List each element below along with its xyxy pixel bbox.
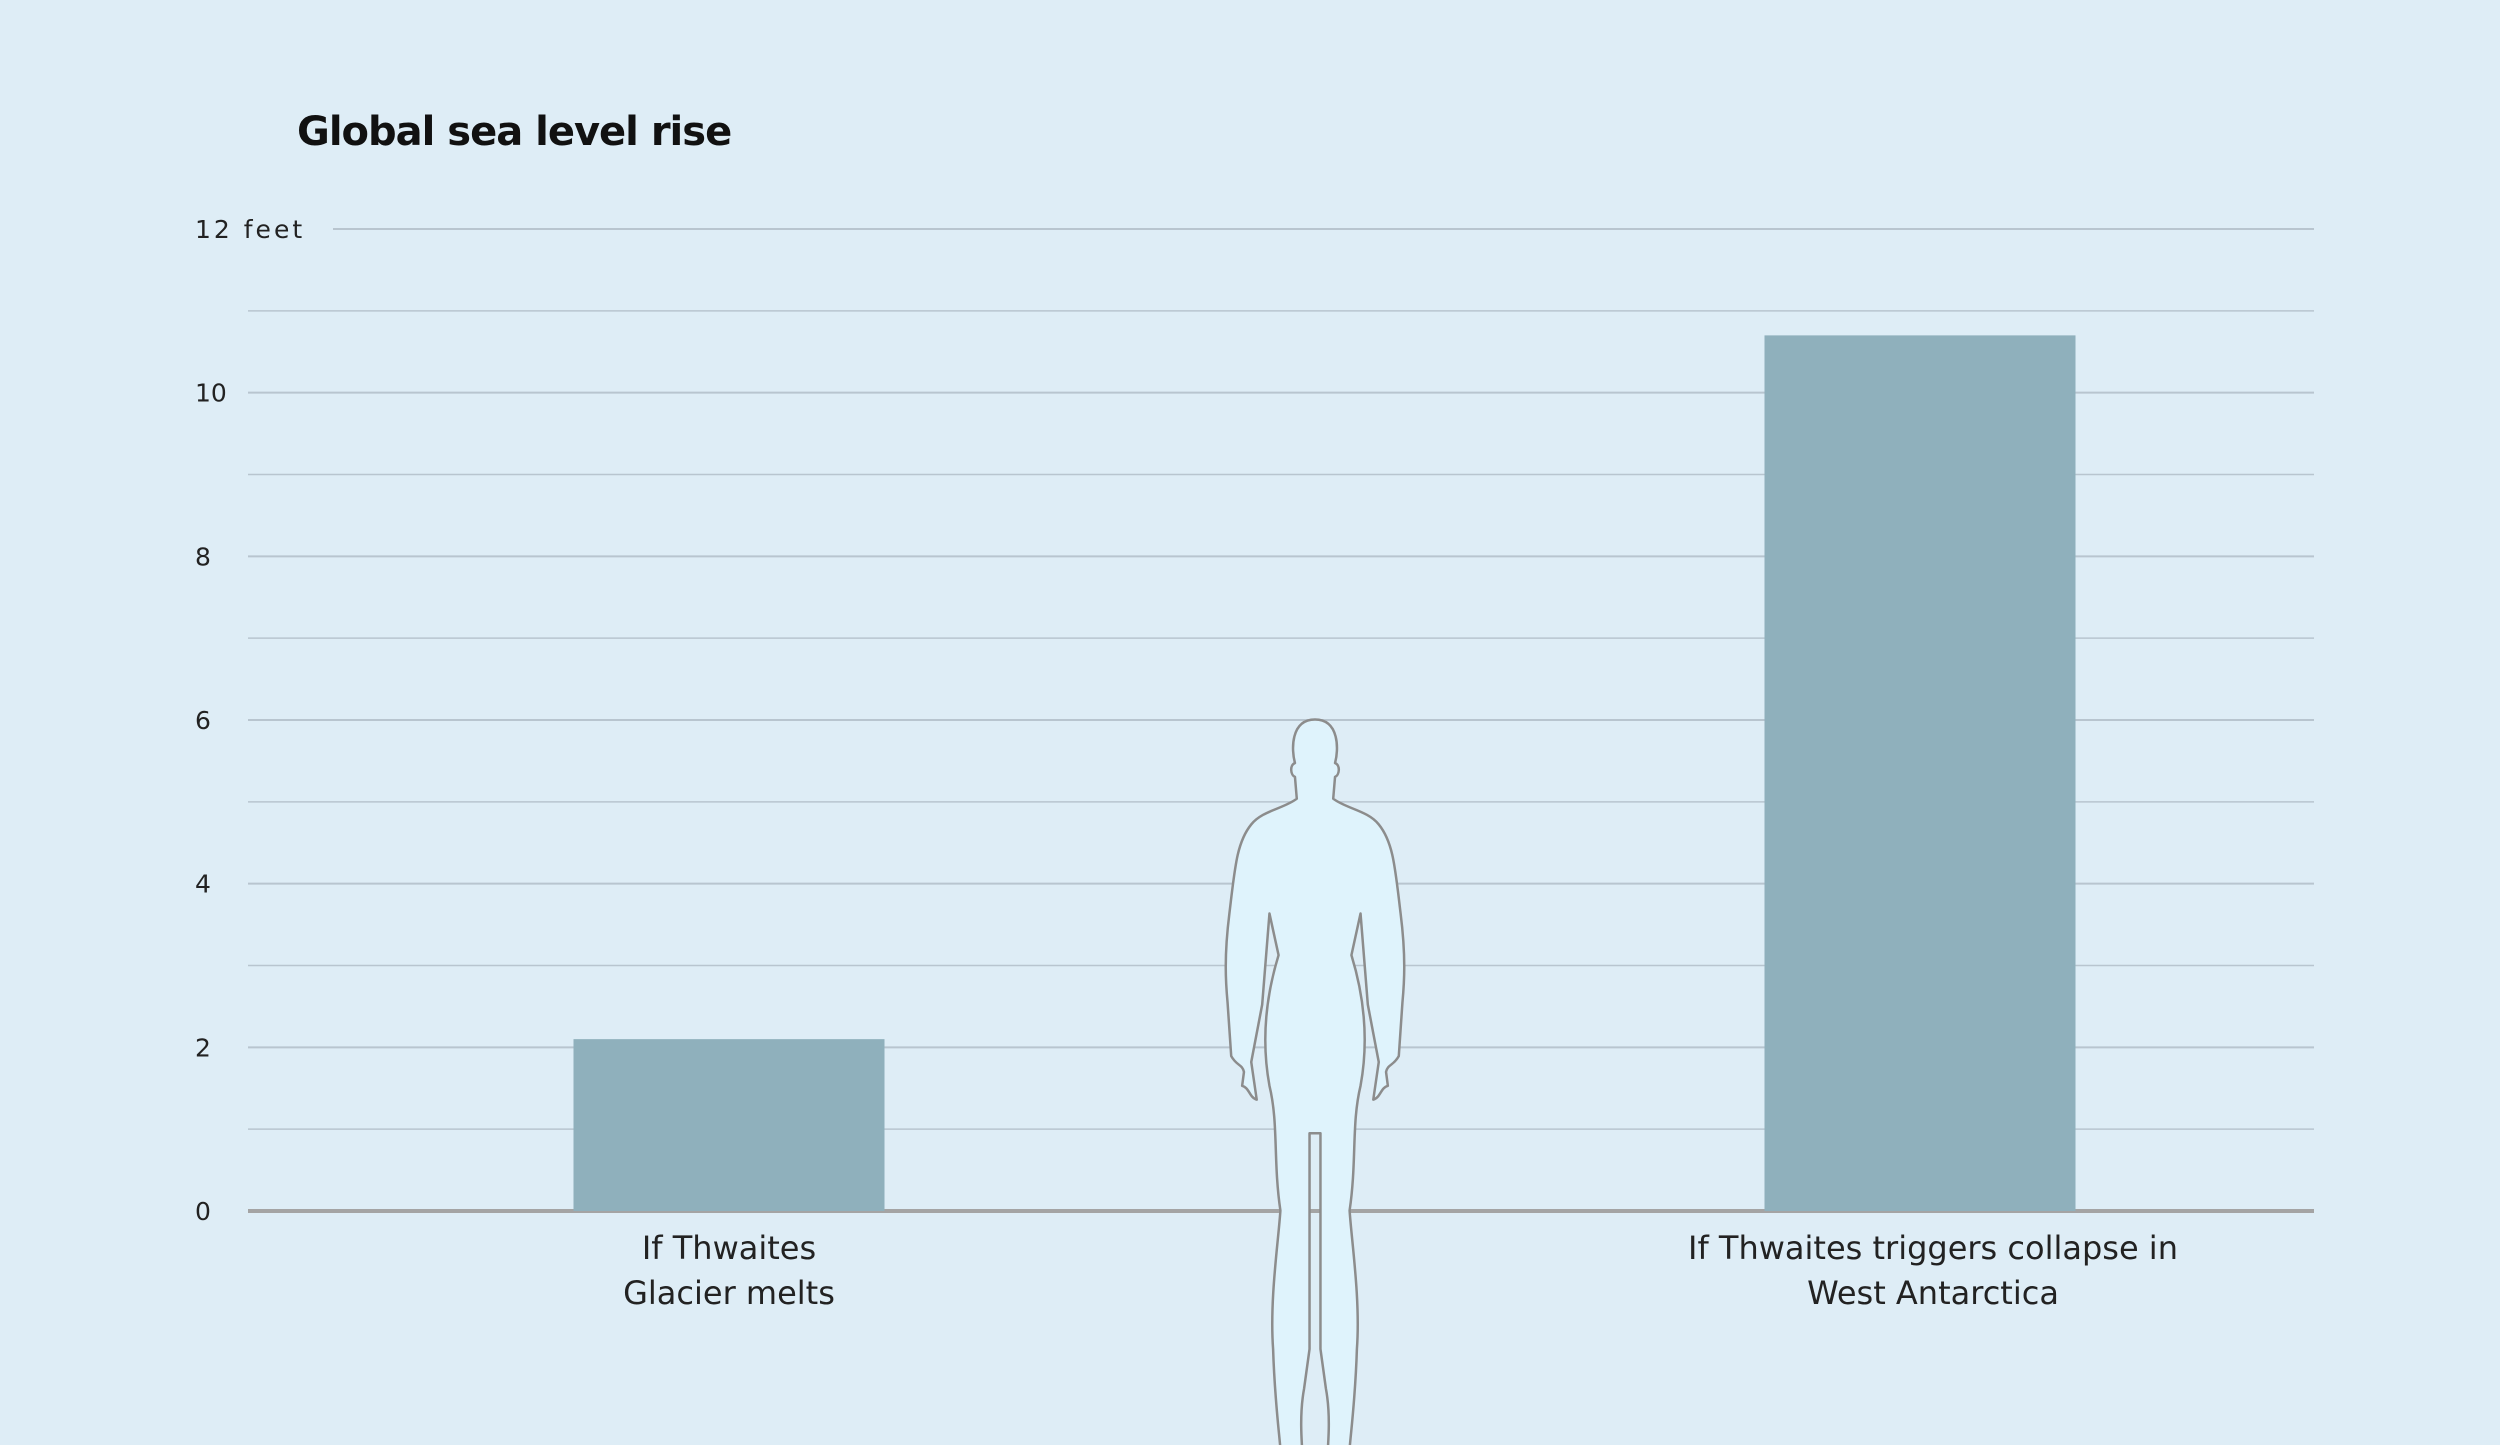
y-axis-ticks: 0 2 4 6 8 10 12 feet	[195, 215, 305, 1226]
bar-2	[1764, 335, 2076, 1212]
y-tick-label: 0	[195, 1197, 211, 1226]
human-figure-icon	[1226, 720, 1405, 1445]
y-tick-label: 12 feet	[195, 215, 305, 244]
chart-title: Global sea level rise	[297, 109, 731, 155]
bars	[573, 335, 2076, 1212]
category-label: West Antarctica	[1807, 1274, 2059, 1312]
category-label: Glacier melts	[623, 1274, 835, 1312]
y-tick-label: 8	[195, 542, 211, 571]
category-labels: If Thwaites Glacier melts If Thwaites trig…	[623, 1229, 2178, 1312]
category-label: If Thwaites	[642, 1229, 816, 1267]
bar-0	[573, 1039, 885, 1211]
y-tick-label: 10	[195, 379, 227, 408]
y-tick-label: 6	[195, 706, 211, 735]
y-tick-label: 4	[195, 870, 211, 899]
human-figure-silhouette	[1226, 720, 1405, 1445]
y-tick-label: 2	[195, 1033, 211, 1062]
category-label: If Thwaites triggers collapse in	[1688, 1229, 2178, 1267]
